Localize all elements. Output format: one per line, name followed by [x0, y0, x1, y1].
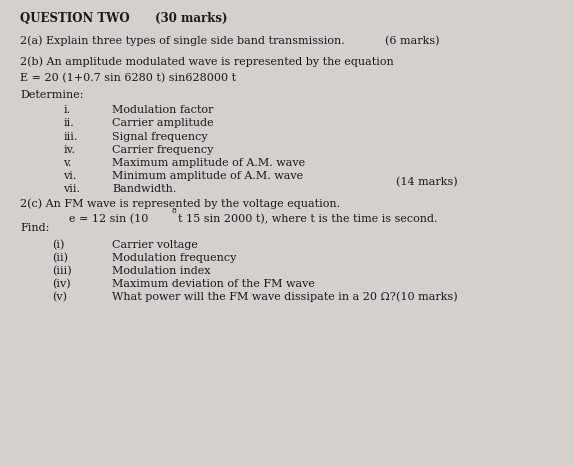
Text: ii.: ii.: [63, 118, 74, 129]
Text: (v): (v): [52, 292, 67, 302]
Text: Bandwidth.: Bandwidth.: [112, 184, 176, 194]
Text: vii.: vii.: [63, 184, 80, 194]
Text: Signal frequency: Signal frequency: [112, 131, 208, 142]
Text: e = 12 sin (10: e = 12 sin (10: [69, 214, 148, 224]
Text: (10 marks): (10 marks): [396, 292, 457, 302]
Text: i.: i.: [63, 105, 70, 116]
Text: (iii): (iii): [52, 266, 71, 276]
Text: (iv): (iv): [52, 279, 70, 289]
Text: Carrier amplitude: Carrier amplitude: [112, 118, 214, 129]
Text: Determine:: Determine:: [20, 90, 84, 100]
Text: Modulation frequency: Modulation frequency: [112, 253, 236, 263]
Text: E = 20 (1+0.7 sin 6280 t) sin628000 t: E = 20 (1+0.7 sin 6280 t) sin628000 t: [20, 73, 236, 83]
Text: Modulation factor: Modulation factor: [112, 105, 214, 116]
Text: (30 marks): (30 marks): [155, 12, 227, 25]
Text: Carrier frequency: Carrier frequency: [112, 144, 214, 155]
Text: t 15 sin 2000 t), where t is the time is second.: t 15 sin 2000 t), where t is the time is…: [177, 214, 437, 224]
Text: Carrier voltage: Carrier voltage: [112, 240, 198, 250]
Text: Modulation index: Modulation index: [112, 266, 211, 276]
Text: Find:: Find:: [20, 223, 49, 233]
Text: 2(a) Explain three types of single side band transmission.: 2(a) Explain three types of single side …: [20, 36, 345, 46]
Text: (6 marks): (6 marks): [385, 36, 439, 46]
Text: 8: 8: [171, 206, 176, 215]
Text: QUESTION TWO: QUESTION TWO: [20, 12, 130, 25]
Text: Maximum deviation of the FM wave: Maximum deviation of the FM wave: [112, 279, 315, 289]
Text: 2(c) An FM wave is represented by the voltage equation.: 2(c) An FM wave is represented by the vo…: [20, 199, 340, 209]
Text: iii.: iii.: [63, 131, 77, 142]
Text: Maximum amplitude of A.M. wave: Maximum amplitude of A.M. wave: [112, 158, 305, 168]
Text: (14 marks): (14 marks): [396, 177, 457, 187]
Text: (ii): (ii): [52, 253, 68, 263]
Text: (i): (i): [52, 240, 64, 250]
Text: Minimum amplitude of A.M. wave: Minimum amplitude of A.M. wave: [112, 171, 303, 181]
Text: vi.: vi.: [63, 171, 76, 181]
Text: 2(b) An amplitude modulated wave is represented by the equation: 2(b) An amplitude modulated wave is repr…: [20, 56, 394, 67]
Text: What power will the FM wave dissipate in a 20 Ω?: What power will the FM wave dissipate in…: [112, 292, 395, 302]
Text: v.: v.: [63, 158, 72, 168]
Text: iv.: iv.: [63, 144, 75, 155]
